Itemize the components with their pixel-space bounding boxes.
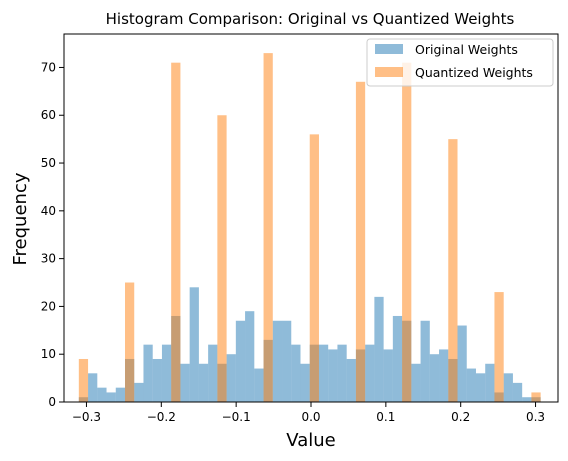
bar-original-39: [439, 349, 449, 402]
bar-quantized-30: [355, 81, 366, 402]
bar-original-1: [88, 373, 98, 402]
bar-original-17: [235, 320, 246, 402]
bar-original-46: [503, 373, 513, 402]
bar-original-36: [411, 363, 421, 402]
bar-original-31: [365, 344, 375, 402]
bar-original-29: [346, 358, 356, 402]
bar-original-8: [152, 358, 162, 402]
bar-original-4: [115, 387, 126, 402]
bar-quantized-45: [494, 292, 504, 402]
legend: Original Weights Quantized Weights: [366, 38, 554, 87]
x-tick-label: 0.0: [301, 410, 320, 424]
bar-quantized-10: [171, 62, 181, 403]
y-tick-label: 60: [41, 108, 56, 122]
legend-box: [366, 38, 554, 87]
bar-original-12: [189, 287, 199, 402]
bar-original-42: [466, 368, 476, 402]
bar-quantized-35: [402, 62, 412, 403]
bar-original-9: [161, 344, 172, 402]
bar-original-28: [337, 344, 347, 402]
bar-original-13: [198, 363, 209, 402]
y-tick-label: 50: [41, 156, 56, 170]
y-tick-label: 40: [41, 204, 56, 218]
bar-original-48: [522, 397, 532, 402]
bar-original-26: [318, 344, 329, 402]
bar-original-7: [143, 344, 153, 402]
x-tick-label: 0.3: [526, 410, 545, 424]
bar-original-16: [226, 354, 236, 402]
bar-original-6: [134, 382, 144, 402]
bar-original-32: [374, 296, 384, 402]
x-axis-label: Value: [286, 430, 335, 451]
x-tick-label: 0.2: [451, 410, 470, 424]
x-tick-label: −0.2: [147, 410, 176, 424]
bar-quantized-49: [531, 392, 541, 402]
bar-original-27: [328, 349, 338, 402]
legend-swatch-quantized: [375, 67, 403, 77]
bar-quantized-15: [217, 115, 227, 402]
bar-quantized-0: [78, 358, 89, 402]
legend-label-quantized: Quantized Weights: [415, 65, 533, 80]
bar-quantized-5: [125, 282, 135, 402]
y-tick-label: 20: [41, 299, 56, 313]
x-tick-label: −0.1: [222, 410, 251, 424]
bar-original-33: [383, 349, 393, 402]
x-axis-ticks: −0.3 −0.2 −0.1 0.0 0.1 0.2 0.3: [72, 402, 545, 424]
x-tick-label: −0.3: [72, 410, 101, 424]
bar-original-2: [97, 387, 107, 402]
bar-original-22: [282, 320, 292, 402]
x-tick-label: 0.1: [376, 410, 395, 424]
bar-original-24: [300, 363, 310, 402]
bar-original-11: [180, 363, 190, 402]
bar-original-18: [245, 311, 255, 402]
y-tick-label: 30: [41, 252, 56, 266]
y-axis-ticks: 0 10 20 30 40 50 60 70: [41, 60, 64, 409]
bar-original-34: [392, 315, 403, 402]
legend-swatch-original: [375, 44, 403, 54]
bar-original-37: [420, 320, 430, 402]
bar-original-43: [475, 373, 486, 402]
bar-original-38: [429, 354, 440, 402]
legend-label-original: Original Weights: [415, 42, 518, 57]
bar-quantized-40: [448, 139, 458, 402]
bar-original-21: [272, 320, 283, 402]
bar-original-14: [208, 344, 218, 402]
y-tick-label: 0: [48, 395, 56, 409]
bar-original-19: [254, 368, 264, 402]
bar-original-23: [291, 344, 301, 402]
bar-original-41: [457, 325, 467, 402]
bar-quantized-25: [309, 134, 319, 403]
series-quantized-weights: [78, 53, 541, 403]
y-axis-label: Frequency: [10, 172, 31, 265]
bar-quantized-20: [263, 53, 273, 403]
bar-original-3: [106, 392, 116, 402]
y-tick-label: 10: [41, 347, 56, 361]
bar-original-44: [485, 363, 495, 402]
y-tick-label: 70: [41, 60, 56, 74]
chart-title: Histogram Comparison: Original vs Quanti…: [106, 10, 515, 28]
bar-original-47: [512, 382, 523, 402]
